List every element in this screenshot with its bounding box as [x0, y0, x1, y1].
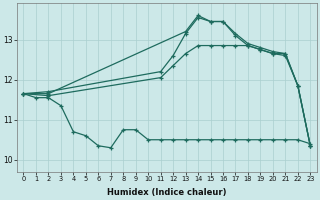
X-axis label: Humidex (Indice chaleur): Humidex (Indice chaleur)	[107, 188, 227, 197]
